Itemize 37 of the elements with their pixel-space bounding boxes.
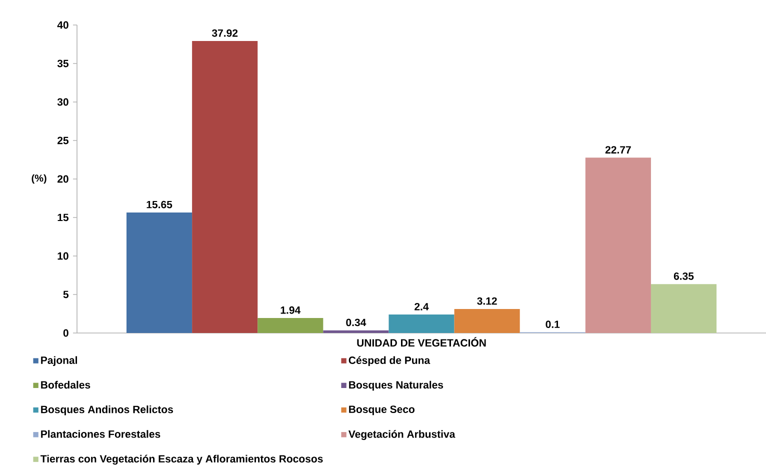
legend-label: Bosques Andinos Relictos [41,405,173,416]
y-tick-label: 0 [63,329,68,337]
y-axis-title: (%) [32,174,46,184]
y-tick-label: 15 [58,214,69,222]
bar [388,314,454,333]
y-tick-label: 5 [63,290,69,298]
bar [258,318,324,333]
legend-label: Plantaciones Forestales [41,430,160,438]
bar [323,330,389,333]
bar [650,284,717,333]
y-tick-label: 25 [57,136,69,144]
legend-label: Césped de Puna [348,356,430,366]
legend-label: Pajonal [41,356,77,366]
bar [126,212,192,333]
x-tick-label: UNIDAD DE VEGETACIÓN [357,337,486,347]
y-tick-label: 35 [57,60,69,68]
bar [192,41,258,333]
legend-label: Bosques Naturales [349,380,444,391]
data-label: 2.4 [414,302,429,310]
y-tick-label: 10 [58,252,68,260]
data-label: 0.34 [346,318,366,326]
bar [454,308,520,333]
legend-label: Tierras con Vegetación Escaza y Afloramientos Rocosos [40,454,323,465]
bar [585,158,651,333]
y-tick-label: 40 [57,21,68,29]
data-label: 3.12 [477,297,497,305]
data-label: 1.94 [280,306,301,314]
data-label: 22.77 [605,146,631,154]
legend-label: Vegetación Arbustiva [348,430,456,440]
legend-label: Bosque Seco [349,406,414,416]
y-tick-label: 20 [57,175,68,183]
data-label: 15.65 [146,200,172,208]
data-label: 6.35 [674,272,694,280]
legend-label: Bofedales [41,380,90,389]
data-label: 0.1 [546,320,560,328]
y-tick-label: 30 [57,98,68,106]
data-label: 37.92 [212,29,238,37]
